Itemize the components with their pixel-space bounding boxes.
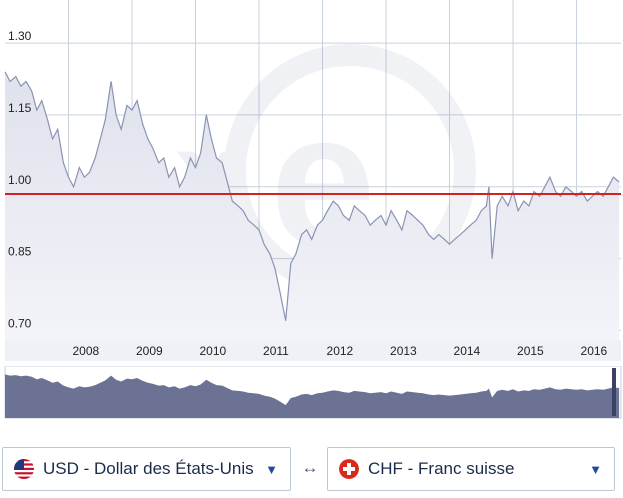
y-tick-label: 0.70 (8, 316, 32, 330)
swiss-flag-icon (339, 459, 359, 479)
x-tick-label: 2016 (581, 344, 608, 358)
to-currency-label: CHF - Franc suisse (368, 459, 515, 478)
price-line (4, 71, 620, 321)
y-tick-label: 1.30 (8, 29, 32, 43)
chevron-down-icon[interactable]: ▼ (589, 461, 602, 477)
y-tick-label: 0.85 (8, 245, 32, 259)
y-tick-label: 1.00 (8, 173, 32, 187)
swap-currencies-button[interactable]: ↔ (301, 458, 319, 477)
main-chart[interactable]: e x 200820092010201120122013201420152016… (0, 0, 623, 362)
y-tick-label: 1.15 (8, 101, 32, 115)
x-tick-label: 2008 (73, 344, 100, 358)
navigator-handle[interactable] (612, 368, 616, 416)
from-currency-select[interactable]: USD - Dollar des États-Unis ▼ (2, 447, 291, 491)
x-tick-label: 2013 (390, 344, 417, 358)
chevron-down-icon[interactable]: ▼ (265, 461, 278, 477)
x-tick-label: 2009 (136, 344, 163, 358)
navigator-area (5, 374, 620, 418)
price-area (5, 71, 620, 341)
from-currency-label: USD - Dollar des États-Unis (43, 459, 254, 478)
x-tick-label: 2015 (517, 344, 544, 358)
us-flag-icon (14, 459, 34, 479)
navigator-chart[interactable] (0, 366, 623, 420)
x-tick-label: 2011 (263, 344, 289, 358)
x-tick-label: 2014 (454, 344, 481, 358)
to-currency-select[interactable]: CHF - Franc suisse ▼ (327, 447, 615, 491)
x-tick-label: 2010 (200, 344, 227, 358)
x-tick-label: 2012 (327, 344, 354, 358)
x-axis-band (5, 340, 621, 361)
